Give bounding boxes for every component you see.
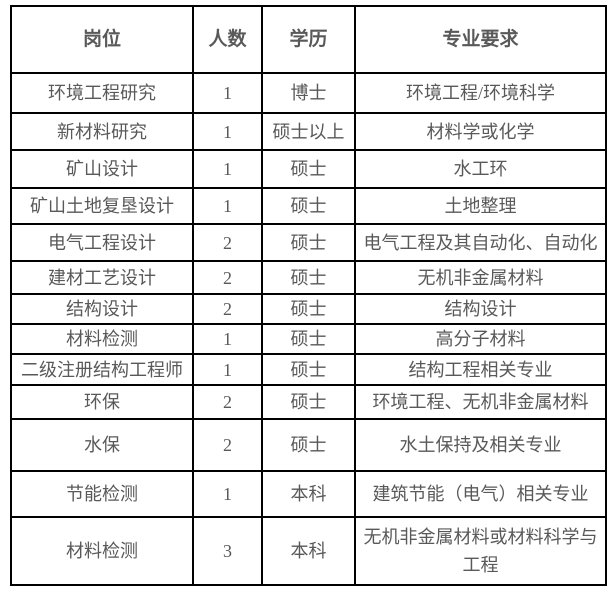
header-row: 岗位 人数 学历 专业要求 — [10, 5, 607, 74]
cell-position: 电气工程设计 — [10, 223, 194, 262]
cell-position: 结构设计 — [10, 293, 194, 325]
cell-position: 矿山设计 — [10, 149, 194, 189]
recruitment-table-container: 岗位 人数 学历 专业要求 环境工程研究 1 博士 环境工程/环境科学 新材料研… — [10, 5, 607, 586]
cell-major: 水工环 — [354, 149, 607, 189]
cell-degree: 本科 — [261, 470, 356, 518]
table-row: 材料检测 3 本科 无机非金属材料或材料科学与工程 — [10, 516, 607, 586]
table-row: 环境工程研究 1 博士 环境工程/环境科学 — [10, 72, 607, 114]
cell-count: 1 — [192, 353, 263, 386]
cell-major: 水土保持及相关专业 — [354, 418, 607, 472]
column-header-count: 人数 — [192, 5, 263, 74]
cell-major: 无机非金属材料或材料科学与工程 — [354, 516, 607, 586]
table-row: 材料检测 1 硕士 高分子材料 — [10, 323, 607, 355]
cell-count: 1 — [192, 470, 263, 518]
cell-count: 3 — [192, 516, 263, 586]
cell-position: 建材工艺设计 — [10, 260, 194, 295]
cell-degree: 硕士 — [261, 353, 356, 386]
table-row: 结构设计 2 硕士 结构设计 — [10, 293, 607, 325]
cell-major: 土地整理 — [354, 187, 607, 225]
cell-major: 材料学或化学 — [354, 112, 607, 151]
cell-count: 2 — [192, 418, 263, 472]
cell-degree: 硕士 — [261, 293, 356, 325]
table-row: 矿山设计 1 硕士 水工环 — [10, 149, 607, 189]
cell-count: 2 — [192, 384, 263, 420]
cell-major: 无机非金属材料 — [354, 260, 607, 295]
cell-count: 1 — [192, 149, 263, 189]
cell-position: 环境工程研究 — [10, 72, 194, 114]
cell-major: 建筑节能（电气）相关专业 — [354, 470, 607, 518]
cell-degree: 硕士 — [261, 418, 356, 472]
cell-major: 环境工程、无机非金属材料 — [354, 384, 607, 420]
cell-count: 1 — [192, 187, 263, 225]
cell-count: 2 — [192, 260, 263, 295]
cell-degree: 硕士以上 — [261, 112, 356, 151]
table-row: 水保 2 硕士 水土保持及相关专业 — [10, 418, 607, 472]
cell-degree: 硕士 — [261, 260, 356, 295]
cell-position: 二级注册结构工程师 — [10, 353, 194, 386]
cell-major: 高分子材料 — [354, 323, 607, 355]
cell-count: 1 — [192, 323, 263, 355]
column-header-position: 岗位 — [10, 5, 194, 74]
table-row: 建材工艺设计 2 硕士 无机非金属材料 — [10, 260, 607, 295]
recruitment-table: 岗位 人数 学历 专业要求 环境工程研究 1 博士 环境工程/环境科学 新材料研… — [10, 5, 607, 586]
table-row: 节能检测 1 本科 建筑节能（电气）相关专业 — [10, 470, 607, 518]
cell-degree: 硕士 — [261, 323, 356, 355]
cell-major: 电气工程及其自动化、自动化 — [354, 223, 607, 262]
cell-position: 材料检测 — [10, 323, 194, 355]
cell-degree: 硕士 — [261, 187, 356, 225]
table-row: 新材料研究 1 硕士以上 材料学或化学 — [10, 112, 607, 151]
table-row: 二级注册结构工程师 1 硕士 结构工程相关专业 — [10, 353, 607, 386]
cell-position: 新材料研究 — [10, 112, 194, 151]
cell-position: 环保 — [10, 384, 194, 420]
table-row: 矿山土地复垦设计 1 硕士 土地整理 — [10, 187, 607, 225]
cell-position: 节能检测 — [10, 470, 194, 518]
table-row: 电气工程设计 2 硕士 电气工程及其自动化、自动化 — [10, 223, 607, 262]
cell-count: 2 — [192, 293, 263, 325]
cell-position: 水保 — [10, 418, 194, 472]
cell-major: 结构设计 — [354, 293, 607, 325]
column-header-degree: 学历 — [261, 5, 356, 74]
cell-count: 1 — [192, 112, 263, 151]
column-header-major: 专业要求 — [354, 5, 607, 74]
cell-position: 矿山土地复垦设计 — [10, 187, 194, 225]
cell-degree: 硕士 — [261, 149, 356, 189]
cell-degree: 博士 — [261, 72, 356, 114]
cell-degree: 本科 — [261, 516, 356, 586]
cell-position: 材料检测 — [10, 516, 194, 586]
cell-major: 环境工程/环境科学 — [354, 72, 607, 114]
cell-count: 2 — [192, 223, 263, 262]
cell-degree: 硕士 — [261, 223, 356, 262]
cell-degree: 硕士 — [261, 384, 356, 420]
cell-major: 结构工程相关专业 — [354, 353, 607, 386]
cell-count: 1 — [192, 72, 263, 114]
table-row: 环保 2 硕士 环境工程、无机非金属材料 — [10, 384, 607, 420]
